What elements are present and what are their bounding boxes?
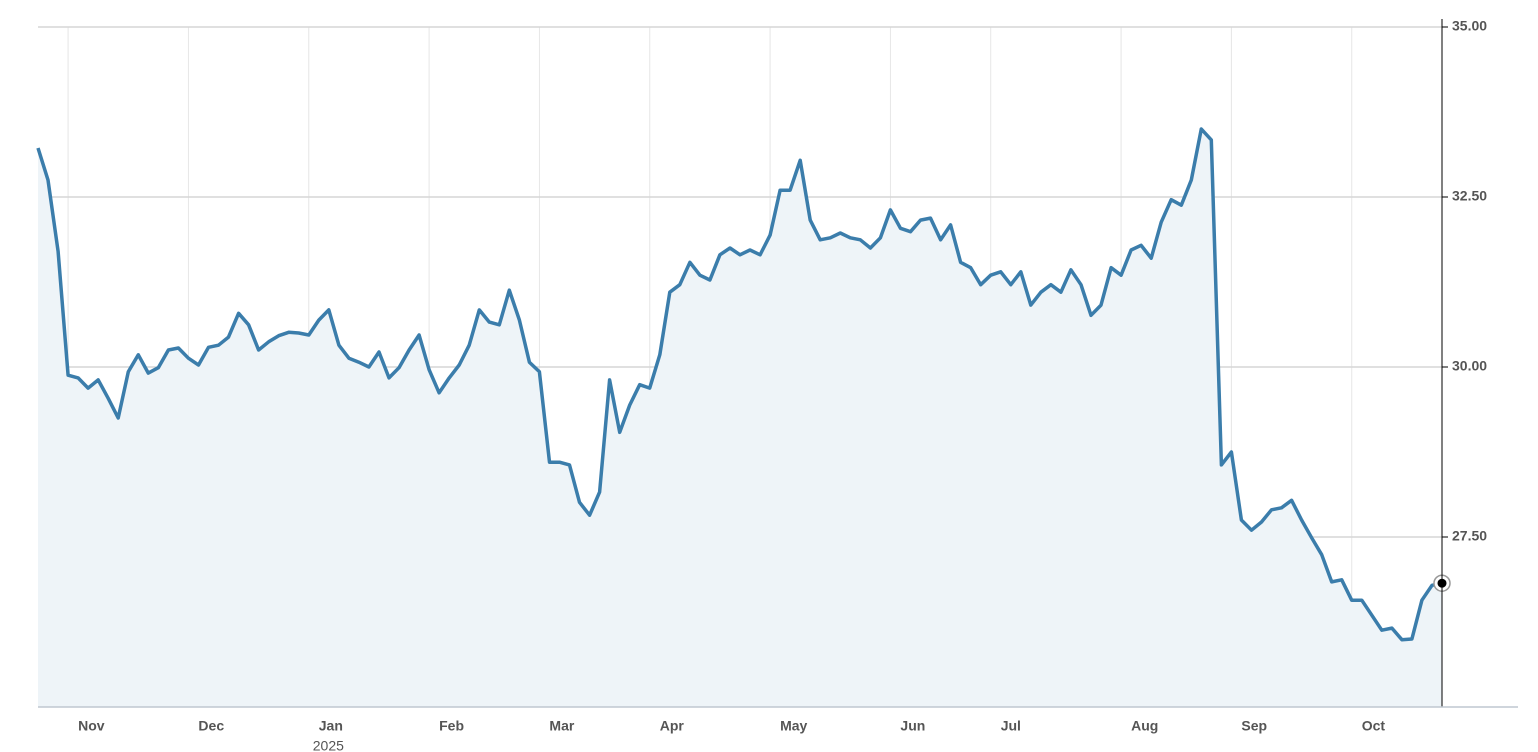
year-label: 2025: [313, 738, 344, 752]
y-tick-label: 32.50: [1452, 188, 1487, 204]
price-line: [36, 127, 1443, 642]
x-tick-label: Nov: [78, 718, 105, 734]
x-tick-label: Jul: [1001, 718, 1021, 734]
x-tick-label: Feb: [439, 718, 464, 734]
x-tick-label: Sep: [1241, 718, 1267, 734]
x-tick-label: Jan: [319, 718, 343, 734]
x-tick-label: Aug: [1131, 718, 1158, 734]
x-tick-label: Mar: [549, 718, 574, 734]
area: [38, 129, 1442, 707]
x-tick-label: May: [780, 718, 807, 734]
x-tick-label: Oct: [1362, 718, 1386, 734]
x-tick-label: Apr: [660, 718, 685, 734]
y-tick-label: 30.00: [1452, 358, 1487, 374]
y-tick-label: 27.50: [1452, 528, 1487, 544]
x-tick-label: Dec: [198, 718, 224, 734]
y-tick-label: 35.00: [1452, 18, 1487, 34]
x-tick-label: Jun: [900, 718, 925, 734]
